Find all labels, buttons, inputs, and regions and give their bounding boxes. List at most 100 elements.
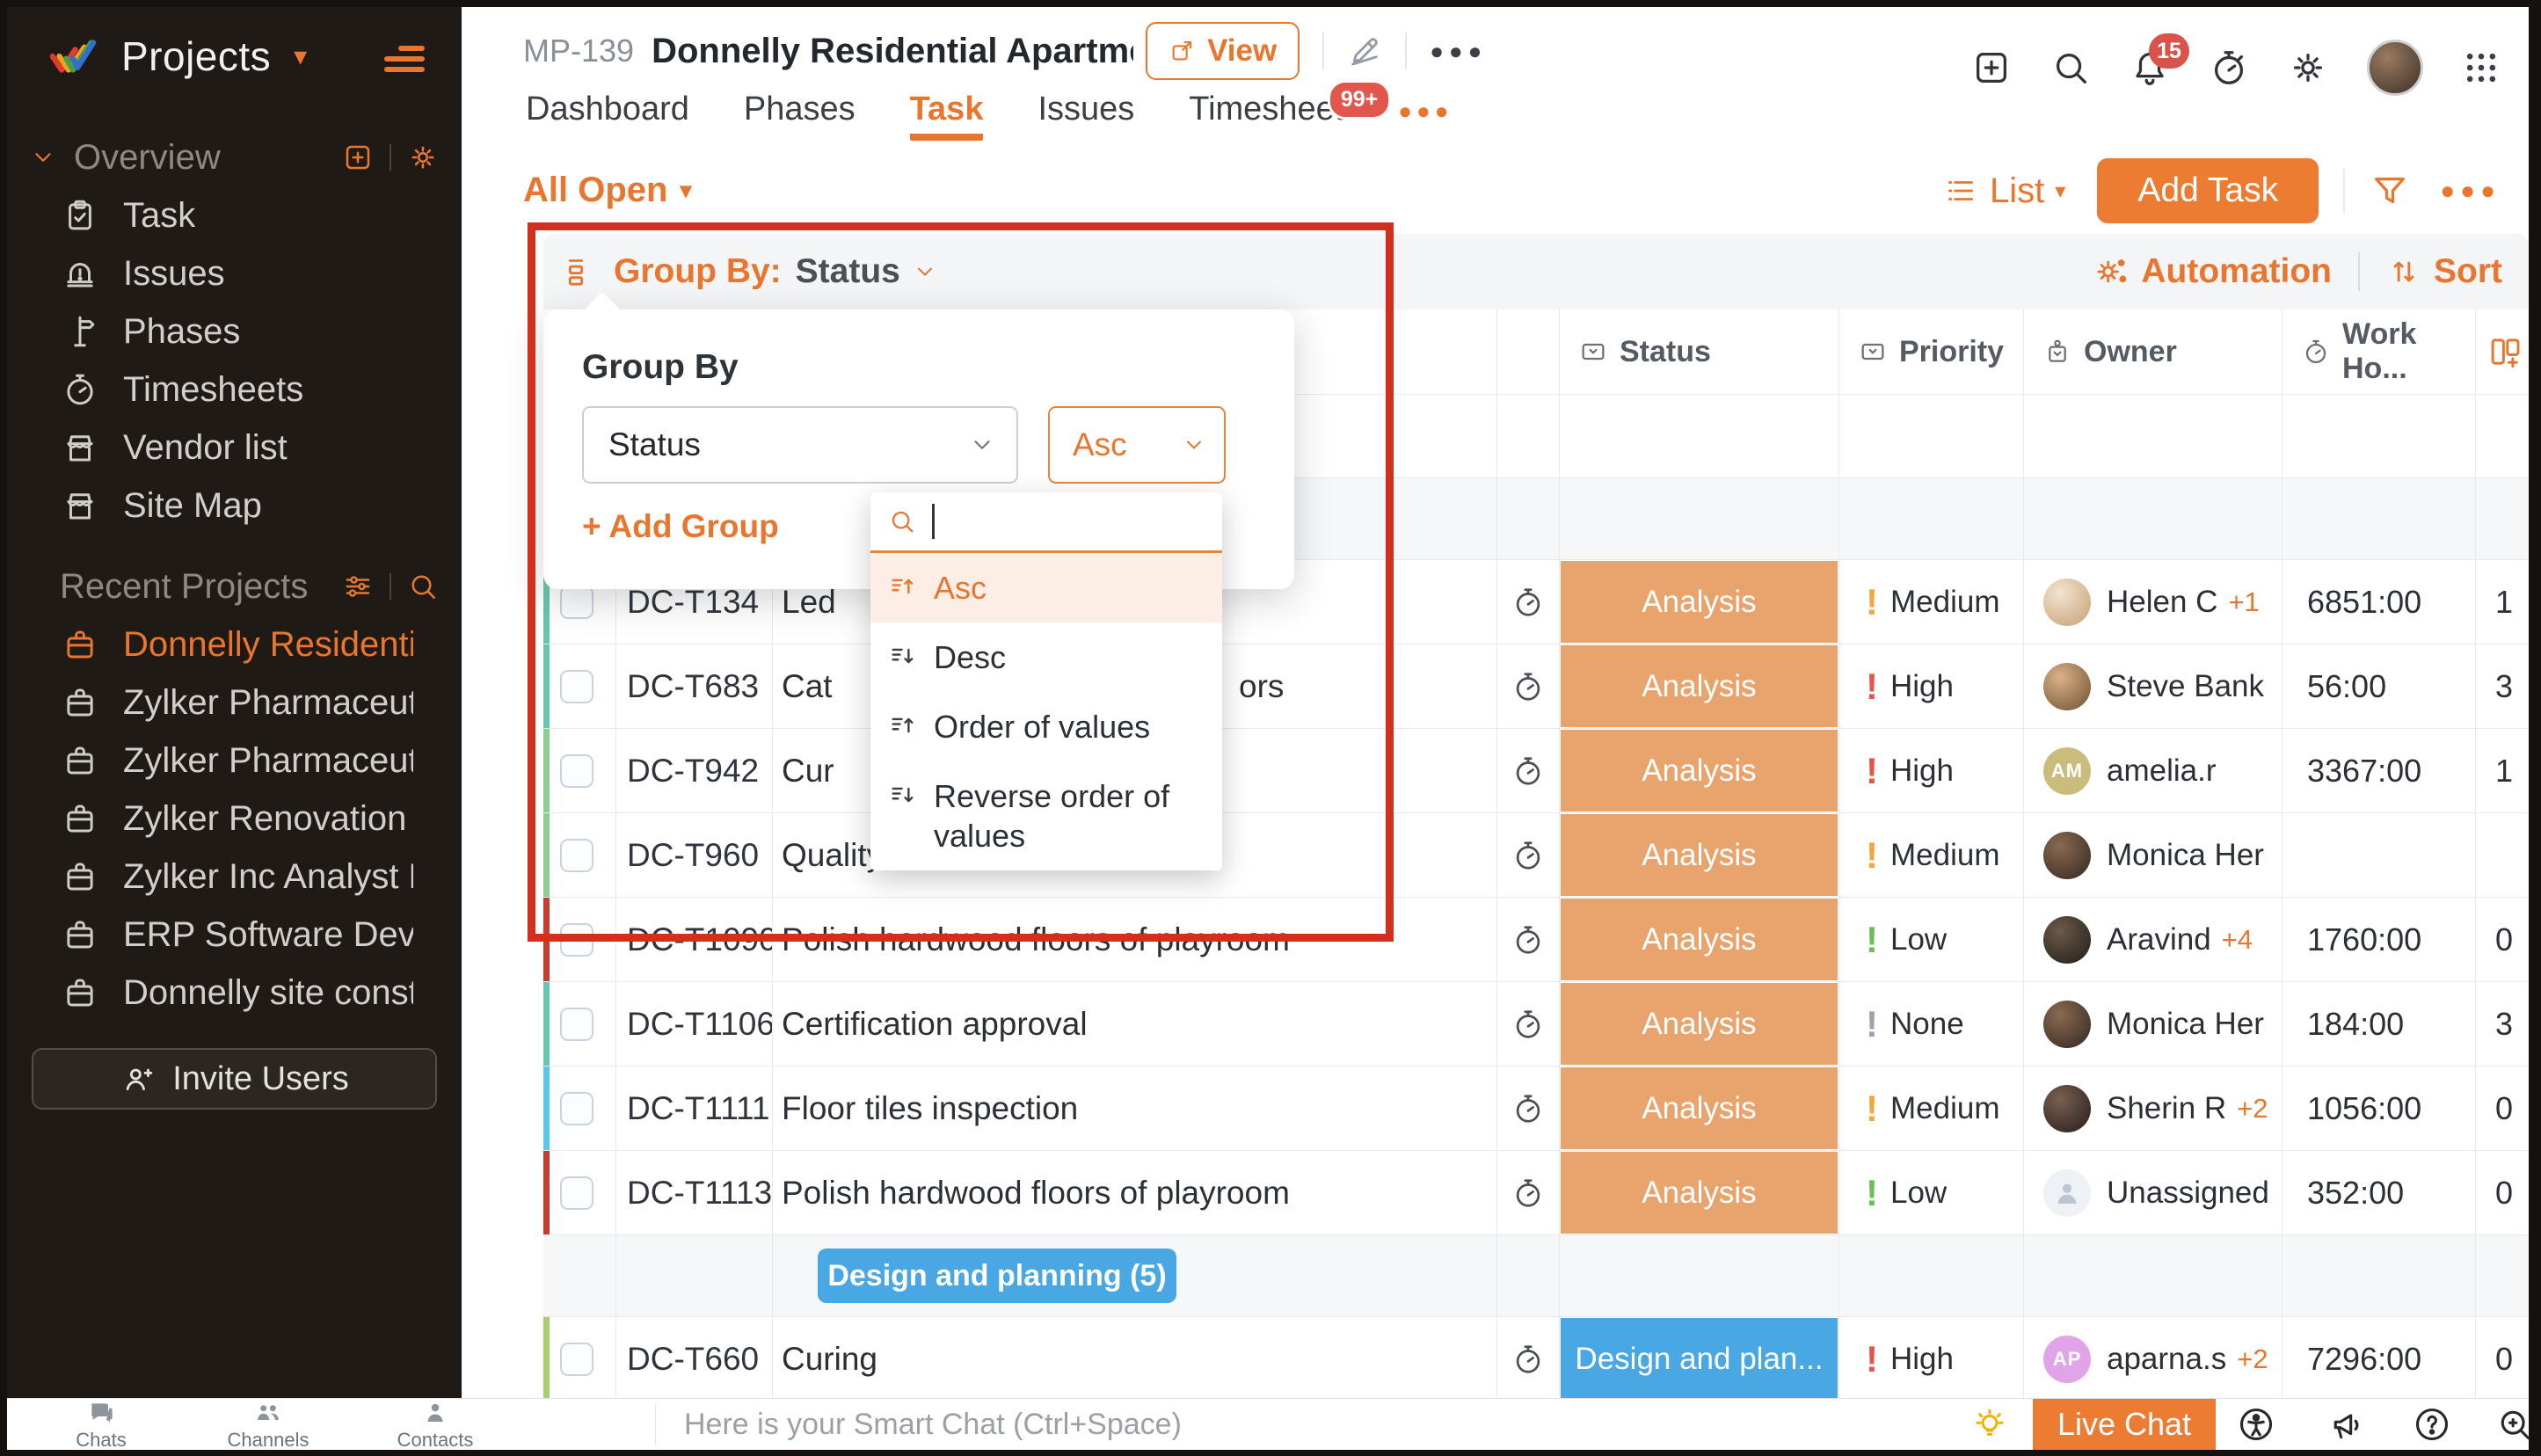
column-header-status[interactable]: Status: [1560, 309, 1839, 394]
priority-cell[interactable]: ! Medium: [1839, 560, 2024, 644]
status-badge[interactable]: Analysis: [1561, 645, 1838, 727]
group-by-value[interactable]: Status: [795, 252, 900, 290]
automation-button[interactable]: Automation: [2093, 252, 2332, 291]
add-column-icon[interactable]: [2487, 333, 2524, 370]
settings-gear-icon[interactable]: [2288, 47, 2328, 88]
column-header-priority[interactable]: Priority: [1839, 309, 2024, 394]
recent-project-item[interactable]: Zylker Inc Analyst Briefin: [7, 848, 462, 906]
add-project-icon[interactable]: [342, 142, 374, 173]
sidebar-section-overview[interactable]: Overview: [7, 128, 462, 186]
status-badge[interactable]: Analysis: [1561, 983, 1838, 1065]
recent-project-item[interactable]: Zylker Pharmaceuticals 2: [7, 673, 462, 732]
priority-cell[interactable]: ! High: [1839, 729, 2024, 812]
tabs-more-icon[interactable]: ●●●: [1398, 98, 1453, 124]
sidebar-item-timesheets[interactable]: Timesheets: [7, 360, 462, 419]
task-id[interactable]: DC-T134: [627, 583, 760, 620]
recent-projects-filter-icon[interactable]: [342, 571, 374, 602]
sidebar-item-issues[interactable]: Issues: [7, 244, 462, 302]
row-checkbox[interactable]: [560, 1342, 593, 1376]
megaphone-icon[interactable]: [2328, 1405, 2367, 1444]
sidebar-collapse-icon[interactable]: [384, 46, 425, 72]
tab-phases[interactable]: Phases: [743, 91, 855, 127]
sort-option-desc[interactable]: Desc: [870, 622, 1222, 692]
task-id[interactable]: DC-T683: [627, 667, 760, 704]
row-checkbox[interactable]: [560, 1091, 593, 1125]
view-button[interactable]: View: [1146, 22, 1300, 80]
sidebar-item-task[interactable]: Task: [7, 186, 462, 244]
status-badge[interactable]: Analysis: [1561, 899, 1838, 980]
table-row[interactable]: DC-T683 Cat ors Analysis! High Steve Bank 56:0…: [543, 644, 2529, 729]
apps-grid-icon[interactable]: [2462, 48, 2501, 87]
priority-cell[interactable]: ! Medium: [1839, 1067, 2024, 1150]
edit-pencil-icon[interactable]: [1347, 33, 1382, 69]
priority-cell[interactable]: ! High: [1839, 644, 2024, 728]
sort-option-order-of-values[interactable]: Order of values: [870, 692, 1222, 761]
owner-cell[interactable]: AP aparna.s +2: [2024, 1317, 2283, 1398]
smart-chat-input[interactable]: Here is your Smart Chat (Ctrl+Space): [684, 1407, 1182, 1441]
priority-cell[interactable]: ! Medium: [1839, 813, 2024, 897]
column-header-work-hours[interactable]: Work Ho...: [2283, 309, 2476, 394]
priority-cell[interactable]: ! None: [1839, 982, 2024, 1066]
invite-users-button[interactable]: Invite Users: [32, 1048, 437, 1110]
task-name[interactable]: Led: [782, 583, 836, 620]
channels-button[interactable]: Channels: [220, 1399, 317, 1451]
recent-projects-search-icon[interactable]: [407, 571, 439, 602]
notifications-bell-icon[interactable]: 15: [2130, 33, 2189, 88]
task-name[interactable]: Curing: [782, 1340, 877, 1377]
priority-cell[interactable]: ! Low: [1839, 1151, 2024, 1234]
view-mode-dropdown[interactable]: List ▾: [1944, 171, 2065, 211]
help-question-icon[interactable]: [2413, 1405, 2451, 1444]
table-row[interactable]: DC-T1113 Polish hardwood floors of playro…: [543, 1151, 2529, 1235]
table-row[interactable]: DC-T1090 Polish hardwood floors of playro…: [543, 898, 2529, 982]
row-checkbox[interactable]: [560, 585, 593, 619]
user-avatar[interactable]: [2367, 40, 2423, 96]
app-switch-caret-icon[interactable]: ▾: [294, 41, 308, 71]
sort-option-asc[interactable]: Asc: [870, 553, 1222, 622]
status-badge[interactable]: Analysis: [1561, 730, 1838, 812]
task-name[interactable]: Cat: [782, 667, 833, 704]
table-row[interactable]: DC-T1106 Certification approval Analysis! N…: [543, 982, 2529, 1067]
priority-cell[interactable]: ! High: [1839, 1317, 2024, 1398]
row-checkbox[interactable]: [560, 669, 593, 703]
table-row[interactable]: DC-T1111 Floor tiles inspection Analysis! M…: [543, 1067, 2529, 1151]
task-id[interactable]: DC-T960: [627, 836, 760, 873]
owner-cell[interactable]: Steve Bank: [2024, 644, 2283, 728]
status-badge[interactable]: Analysis: [1561, 561, 1838, 643]
zoom-search-icon[interactable]: [2495, 1405, 2534, 1444]
group-by-label[interactable]: Group By:: [614, 252, 782, 290]
table-row[interactable]: DC-T942 Cur Analysis! High AM amelia.r 3367:00…: [543, 729, 2529, 813]
sidebar-item-vendor-list[interactable]: Vendor list: [7, 419, 462, 477]
sort-option-reverse-order-of-values[interactable]: Reverse order of values: [870, 761, 1222, 870]
add-task-button[interactable]: Add Task: [2097, 158, 2319, 223]
overview-settings-gear-icon[interactable]: [407, 142, 439, 173]
row-checkbox[interactable]: [560, 1007, 593, 1041]
task-name[interactable]: Polish hardwood floors of playroom: [782, 921, 1290, 957]
recent-project-item[interactable]: Donnelly Residential Apa: [7, 615, 462, 673]
search-icon[interactable]: [2050, 47, 2091, 88]
status-badge[interactable]: Analysis: [1561, 1152, 1838, 1234]
owner-cell[interactable]: Monica Her: [2024, 813, 2283, 897]
task-name[interactable]: Polish hardwood floors of playroom: [782, 1174, 1290, 1211]
task-id[interactable]: DC-T1113: [627, 1174, 773, 1211]
header-more-icon[interactable]: ●●●: [1430, 37, 1488, 64]
chats-button[interactable]: Chats: [53, 1399, 149, 1451]
dropdown-search-input[interactable]: [870, 492, 1222, 553]
task-id[interactable]: DC-T1106: [627, 1005, 773, 1042]
owner-cell[interactable]: Sherin R +2: [2024, 1067, 2283, 1150]
task-name[interactable]: Cur: [782, 752, 834, 789]
contacts-button[interactable]: Contacts: [387, 1399, 484, 1451]
tab-issues[interactable]: Issues: [1038, 91, 1135, 127]
toolbar-more-icon[interactable]: ●●●: [2440, 177, 2501, 204]
status-badge[interactable]: Design and plan...: [1561, 1318, 1838, 1398]
table-row[interactable]: DC-T660 Curing Design and plan...! High AP ap…: [543, 1317, 2529, 1398]
tab-timesheet[interactable]: Timesheet 99+: [1189, 80, 1392, 141]
recent-project-item[interactable]: ERP Software Developme: [7, 906, 462, 964]
priority-cell[interactable]: ! Low: [1839, 898, 2024, 981]
row-checkbox[interactable]: [560, 922, 593, 957]
row-checkbox[interactable]: [560, 838, 593, 872]
status-badge[interactable]: Analysis: [1561, 814, 1838, 896]
task-id[interactable]: DC-T1111: [627, 1089, 770, 1126]
sidebar-item-phases[interactable]: Phases: [7, 302, 462, 360]
recent-project-item[interactable]: Zylker Renovation 2025: [7, 790, 462, 848]
